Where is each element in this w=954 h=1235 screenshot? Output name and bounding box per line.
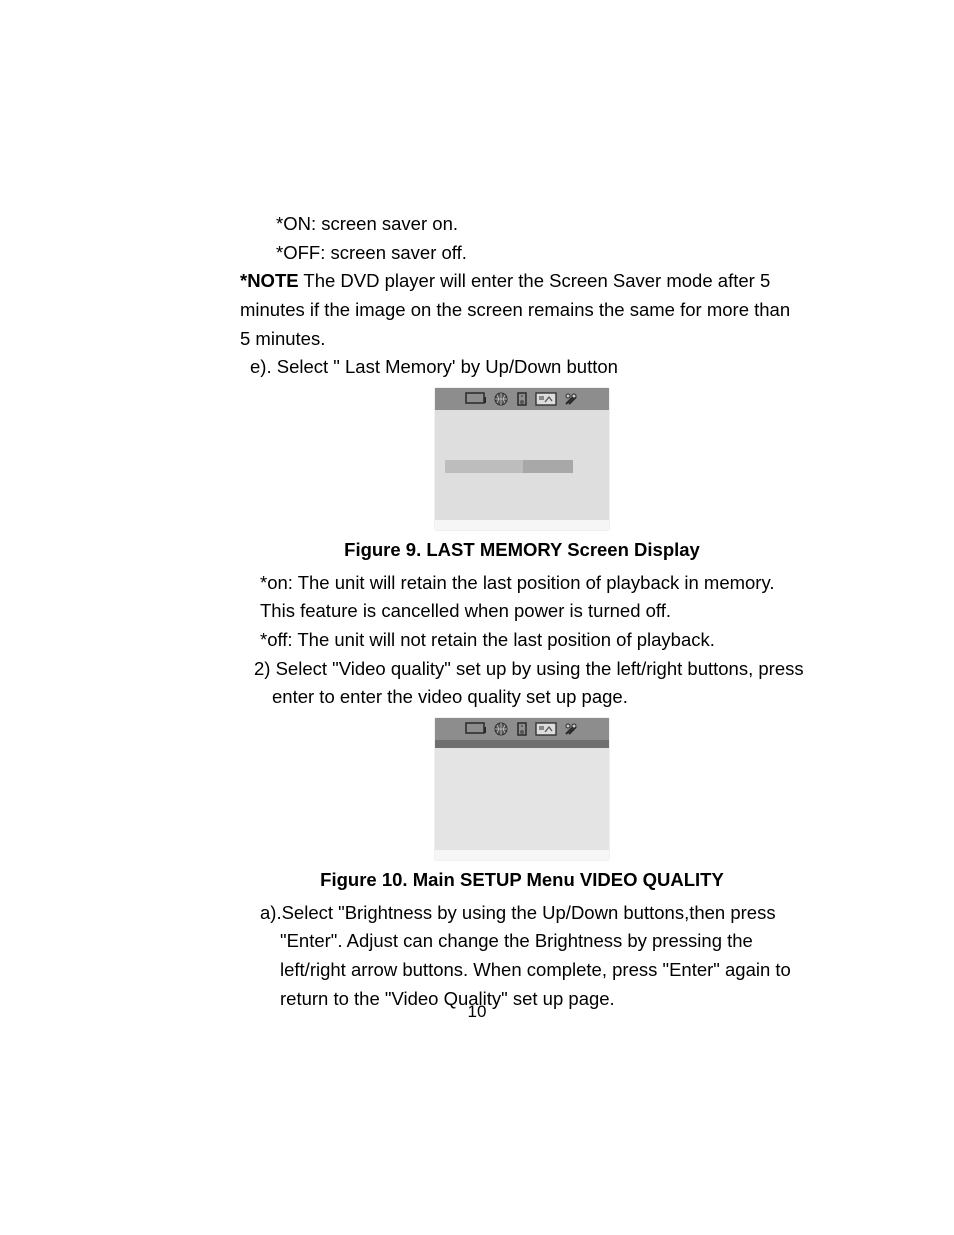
speaker-icon bbox=[515, 721, 529, 737]
lastmem-on-paragraph: *on: The unit will retain the last posit… bbox=[240, 569, 804, 626]
step-a: a).Select "Brightness by using the Up/Do… bbox=[240, 899, 804, 1014]
note-paragraph: *NOTE The DVD player will enter the Scre… bbox=[240, 267, 804, 353]
figure-10-caption: Figure 10. Main SETUP Menu VIDEO QUALITY bbox=[240, 866, 804, 895]
bar-segment-1 bbox=[445, 460, 523, 473]
screensaver-on-line: *ON: screen saver on. bbox=[240, 210, 804, 239]
figure-9-topbar bbox=[435, 388, 609, 410]
document-page: *ON: screen saver on. *OFF: screen saver… bbox=[0, 0, 954, 1235]
tools-icon bbox=[563, 721, 579, 737]
figure-9-screen bbox=[435, 388, 609, 530]
figure-10-body bbox=[435, 740, 609, 850]
figure-9-body bbox=[435, 410, 609, 520]
step-2: 2) Select "Video quality" set up by usin… bbox=[258, 655, 804, 712]
figure-10-bottom bbox=[435, 850, 609, 860]
note-label: *NOTE bbox=[240, 270, 299, 291]
figure-9-caption: Figure 9. LAST MEMORY Screen Display bbox=[240, 536, 804, 565]
note-body: The DVD player will enter the Screen Sav… bbox=[240, 270, 790, 348]
figure-10-topbar bbox=[435, 718, 609, 740]
monitor-icon bbox=[465, 392, 487, 406]
speaker-icon bbox=[515, 391, 529, 407]
figure-9-bottom bbox=[435, 520, 609, 530]
figure-10-screen bbox=[435, 718, 609, 860]
step-e: e). Select " Last Memory' by Up/Down but… bbox=[240, 353, 804, 382]
lastmem-off-paragraph: *off: The unit will not retain the last … bbox=[240, 626, 804, 655]
tools-icon bbox=[563, 391, 579, 407]
globe-icon bbox=[493, 391, 509, 407]
screensaver-off-line: *OFF: screen saver off. bbox=[240, 239, 804, 268]
figure-9-highlight-bar bbox=[445, 460, 573, 473]
monitor-icon bbox=[465, 722, 487, 736]
page-number: 10 bbox=[0, 999, 954, 1025]
picture-icon bbox=[535, 722, 557, 736]
picture-icon bbox=[535, 392, 557, 406]
bar-segment-2 bbox=[523, 460, 573, 473]
globe-icon bbox=[493, 721, 509, 737]
figure-10-highlight-bar bbox=[435, 740, 609, 748]
